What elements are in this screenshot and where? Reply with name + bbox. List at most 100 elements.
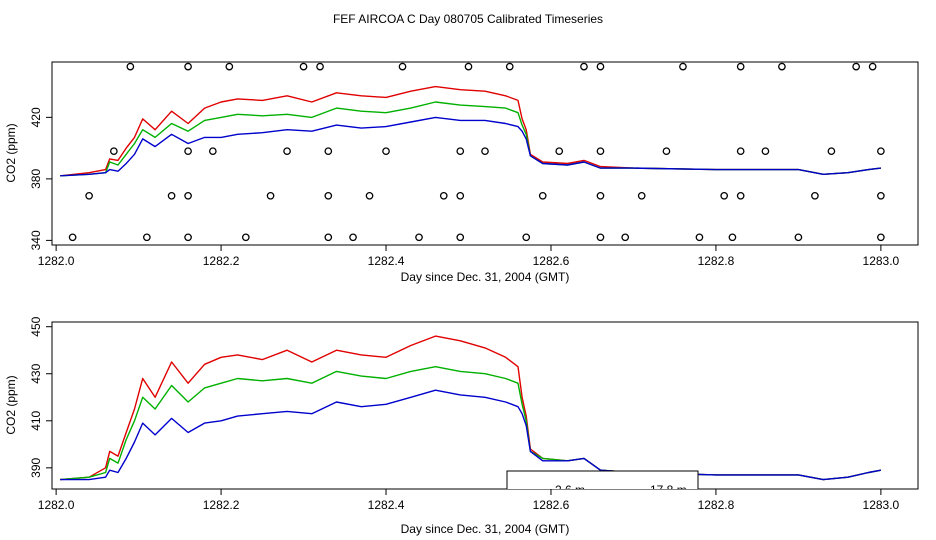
- data-marker: [382, 147, 390, 156]
- data-marker: [695, 233, 704, 242]
- x-tick-label: 1282.6: [533, 254, 570, 268]
- series-line-unlabeled-2: [60, 116, 881, 177]
- data-marker: [398, 62, 407, 71]
- data-marker: [85, 191, 93, 200]
- data-marker: [679, 62, 687, 71]
- chart-panel-top: 1282.0 1282.2 1282.4 1282.6 1282.8 1283.0 340…: [4, 61, 919, 284]
- y-tick-label: 390: [29, 457, 43, 477]
- data-marker: [761, 147, 770, 156]
- plot-frame: [51, 61, 919, 246]
- data-marker: [868, 62, 877, 71]
- chart-panel-bottom: 1282.0 1282.2 1282.4 1282.6 1282.8 1283.0 390…: [4, 316, 919, 536]
- data-marker: [811, 191, 819, 200]
- legend-box: [506, 470, 699, 489]
- x-axis: 1282.0 1282.2 1282.4 1282.6 1282.8 1283.0: [38, 489, 900, 512]
- x-tick-label: 1282.4: [368, 254, 405, 268]
- data-marker: [439, 191, 448, 200]
- data-marker: [794, 233, 803, 242]
- data-marker: [736, 147, 745, 156]
- data-marker: [877, 191, 885, 200]
- y-tick-label: 450: [29, 316, 43, 336]
- data-marker: [637, 191, 646, 200]
- x-axis: 1282.0 1282.2 1282.4 1282.6 1282.8 1283.0: [38, 245, 900, 268]
- series-group: [60, 85, 881, 177]
- data-marker: [522, 233, 531, 242]
- data-marker: [596, 62, 605, 71]
- series-line-17-8-m: [60, 366, 882, 481]
- data-marker: [596, 191, 605, 200]
- legend-label-17-8m: 17.8 m: [650, 483, 687, 497]
- x-tick-label: 1282.2: [203, 254, 240, 268]
- data-marker: [266, 191, 275, 200]
- y-axis-label: CO2 (ppm): [4, 123, 18, 182]
- series-line-unlabeled-2: [60, 389, 882, 481]
- y-axis: 340 380 420: [29, 107, 52, 250]
- data-marker: [621, 233, 630, 242]
- data-marker: [596, 233, 605, 242]
- data-marker: [184, 62, 192, 71]
- data-marker: [877, 147, 885, 156]
- data-marker: [456, 191, 465, 200]
- data-marker: [110, 147, 118, 156]
- series-group: [60, 335, 882, 481]
- data-marker: [555, 147, 564, 156]
- data-marker: [736, 62, 745, 71]
- data-marker: [852, 62, 860, 71]
- x-axis-label: Day since Dec. 31, 2004 (GMT): [401, 270, 570, 284]
- data-marker: [415, 233, 423, 242]
- x-tick-label: 1282.0: [38, 254, 75, 268]
- y-tick-label: 380: [29, 169, 43, 189]
- legend-label-2-6m: 2.6 m: [555, 483, 585, 497]
- data-marker: [283, 147, 291, 156]
- data-marker: [580, 62, 588, 71]
- data-marker: [505, 62, 514, 71]
- x-tick-label: 1282.6: [533, 498, 570, 512]
- data-marker: [208, 147, 217, 156]
- data-marker: [324, 147, 333, 156]
- y-tick-label: 410: [29, 410, 43, 430]
- series-line-2-6-m: [60, 85, 881, 177]
- data-marker: [324, 233, 333, 242]
- plot-frame: [51, 321, 919, 490]
- y-axis: 390 410 430 450: [29, 316, 52, 478]
- data-marker: [877, 233, 885, 242]
- y-tick-label: 430: [29, 363, 43, 383]
- data-marker: [299, 62, 308, 71]
- y-axis-label: CO2 (ppm): [4, 375, 18, 434]
- x-tick-label: 1282.8: [698, 498, 735, 512]
- x-tick-label: 1282.8: [698, 254, 735, 268]
- marker-group: [68, 62, 885, 242]
- data-marker: [167, 191, 176, 200]
- data-marker: [316, 62, 324, 71]
- data-marker: [241, 233, 250, 242]
- data-marker: [349, 233, 357, 242]
- data-marker: [827, 147, 836, 156]
- data-marker: [662, 147, 671, 156]
- series-line-17-8-m: [60, 101, 881, 177]
- x-tick-label: 1282.2: [203, 498, 240, 512]
- data-marker: [596, 147, 605, 156]
- x-tick-label: 1283.0: [863, 254, 900, 268]
- data-marker: [365, 191, 374, 200]
- data-marker: [142, 233, 151, 242]
- data-marker: [456, 233, 465, 242]
- series-line-2-6-m: [60, 335, 882, 481]
- x-tick-label: 1283.0: [863, 498, 900, 512]
- data-marker: [778, 62, 786, 71]
- data-marker: [225, 62, 234, 71]
- data-marker: [481, 147, 489, 156]
- x-axis-label: Day since Dec. 31, 2004 (GMT): [401, 522, 570, 536]
- x-tick-label: 1282.4: [368, 498, 405, 512]
- data-marker: [538, 191, 547, 200]
- data-marker: [736, 191, 745, 200]
- data-marker: [126, 62, 135, 71]
- data-marker: [68, 233, 77, 242]
- data-marker: [184, 191, 192, 200]
- y-tick-label: 420: [29, 107, 43, 127]
- data-marker: [464, 62, 473, 71]
- legend: 2.6 m 17.8 m: [506, 470, 699, 497]
- data-marker: [324, 191, 333, 200]
- data-marker: [456, 147, 465, 156]
- data-marker: [184, 147, 192, 156]
